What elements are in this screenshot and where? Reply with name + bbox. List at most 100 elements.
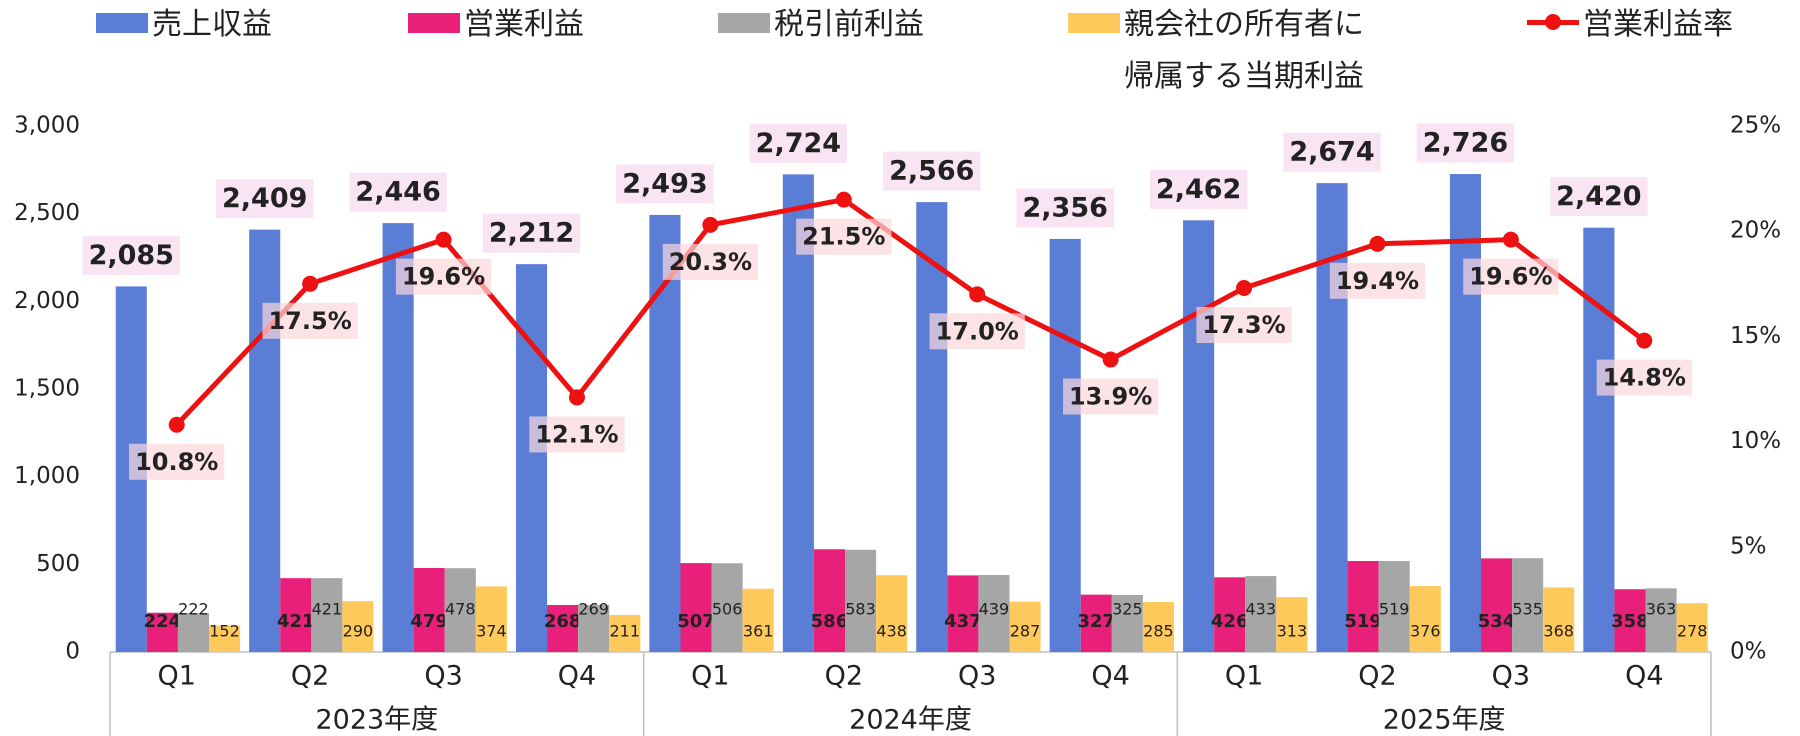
x-tick-label: Q1: [157, 661, 195, 692]
value-label: 12.1%: [535, 420, 618, 448]
value-label: 269: [578, 600, 609, 619]
label-background: [262, 302, 358, 339]
bar: [1142, 602, 1174, 652]
value-label: 421: [277, 611, 315, 632]
bar: [1676, 603, 1708, 652]
bar: [1409, 586, 1441, 652]
value-label: 17.5%: [268, 307, 351, 335]
bar: [947, 575, 979, 652]
label-background: [482, 213, 581, 253]
point: [1369, 235, 1386, 252]
value-label: 519: [1344, 611, 1382, 632]
y-tick-label: 1,500: [14, 376, 80, 402]
bar: [711, 563, 743, 652]
bar: [1111, 595, 1143, 652]
bar: [280, 578, 312, 652]
bar: [1276, 597, 1308, 652]
y-tick-label: 500: [36, 551, 80, 577]
y2-tick-label: 20%: [1730, 218, 1781, 244]
bar: [978, 575, 1010, 652]
value-label: 152: [209, 622, 240, 641]
label-background: [616, 164, 714, 204]
point: [969, 286, 986, 303]
y-tick-label: 1,000: [14, 463, 80, 489]
x-tick-label: Q4: [1091, 661, 1129, 692]
legend-label: 営業利益: [464, 7, 584, 42]
legend-item: 営業利益率: [1527, 5, 1733, 45]
bar: [249, 229, 281, 652]
bar: [649, 214, 681, 653]
bar: [444, 568, 476, 652]
value-label: 439: [979, 600, 1010, 619]
value-label: 368: [1543, 622, 1574, 641]
value-label: 437: [944, 611, 982, 632]
value-label: 268: [544, 611, 582, 632]
value-label: 426: [1211, 611, 1249, 632]
value-label: 327: [1077, 611, 1115, 632]
value-label: 479: [410, 611, 448, 632]
point: [1236, 280, 1253, 297]
bar: [413, 568, 445, 652]
bar: [1512, 558, 1544, 652]
value-label: 376: [1410, 622, 1441, 641]
bar: [578, 604, 610, 652]
point: [435, 231, 452, 248]
bar: [1449, 174, 1481, 653]
label-background: [215, 179, 314, 219]
legend-item: 税引前利益: [718, 5, 924, 45]
value-label: 361: [743, 622, 774, 641]
value-label: 2,462: [1156, 174, 1241, 205]
legend-swatch: [408, 13, 460, 33]
point: [168, 416, 185, 433]
bar: [547, 605, 579, 652]
label-background: [395, 258, 492, 295]
y-tick-label: 0: [65, 639, 80, 665]
point: [1502, 231, 1519, 248]
value-label: 433: [1246, 600, 1277, 619]
value-label: 374: [476, 622, 507, 641]
value-label: 583: [845, 600, 876, 619]
y2-tick-label: 15%: [1730, 323, 1781, 349]
label-background: [929, 313, 1025, 350]
x-tick-label: Q3: [424, 661, 462, 692]
point: [568, 389, 585, 406]
label-background: [1596, 359, 1692, 396]
value-label: 19.4%: [1336, 267, 1419, 295]
label-background: [82, 235, 180, 275]
label-background: [129, 443, 225, 480]
label-background: [662, 243, 759, 280]
y-tick-label: 2,500: [14, 200, 80, 226]
bar: [177, 613, 209, 652]
value-label: 222: [178, 600, 209, 619]
label-background: [1016, 188, 1114, 228]
label-background: [1062, 378, 1159, 415]
label-background: [1283, 132, 1381, 172]
y-tick-label: 3,000: [14, 113, 80, 139]
bar: [1049, 238, 1081, 652]
group-label: 2023年度: [315, 705, 438, 736]
value-label: 17.0%: [936, 317, 1019, 345]
value-label: 2,085: [89, 240, 174, 271]
bar: [876, 575, 908, 652]
value-label: 285: [1143, 622, 1174, 641]
bar: [1214, 577, 1246, 652]
value-label: 19.6%: [402, 263, 485, 291]
x-tick-label: Q1: [1225, 661, 1263, 692]
bar: [813, 549, 845, 652]
legend-dot: [1545, 14, 1561, 30]
x-tick-label: Q4: [1625, 661, 1663, 692]
value-label: 535: [1512, 600, 1543, 619]
legend-label: 親会社の所有者に帰属する当期利益: [1124, 7, 1364, 94]
label-background: [1196, 307, 1292, 344]
value-label: 478: [445, 600, 476, 619]
bar: [1183, 220, 1215, 652]
label-background: [1149, 169, 1248, 209]
value-label: 2,493: [622, 168, 707, 199]
label-background: [1329, 262, 1426, 299]
bar: [208, 625, 241, 652]
bar: [146, 612, 178, 652]
bar: [844, 549, 877, 652]
point: [835, 191, 852, 208]
value-label: 586: [811, 611, 849, 632]
